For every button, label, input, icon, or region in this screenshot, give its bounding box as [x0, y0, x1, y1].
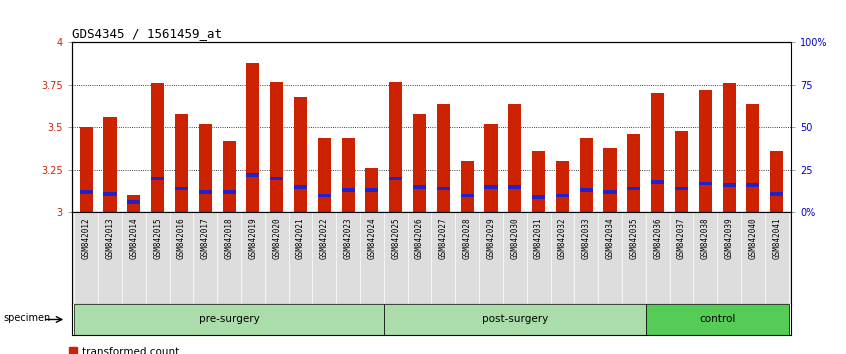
- Text: GSM842039: GSM842039: [725, 217, 733, 259]
- Bar: [199, 190, 212, 194]
- Bar: [246, 173, 260, 177]
- Text: GSM842041: GSM842041: [772, 217, 781, 259]
- Bar: [556, 161, 569, 212]
- Bar: [365, 168, 378, 212]
- Bar: [342, 138, 354, 212]
- Text: GSM842012: GSM842012: [82, 217, 91, 259]
- Bar: [556, 194, 569, 197]
- Bar: [580, 188, 593, 192]
- Bar: [651, 93, 664, 212]
- Bar: [413, 114, 426, 212]
- Text: GSM842022: GSM842022: [320, 217, 329, 259]
- Bar: [389, 177, 403, 180]
- Bar: [222, 190, 236, 194]
- Bar: [413, 185, 426, 189]
- Text: GSM842037: GSM842037: [677, 217, 686, 259]
- Text: GSM842036: GSM842036: [653, 217, 662, 259]
- Bar: [103, 192, 117, 195]
- Bar: [460, 161, 474, 212]
- Bar: [270, 177, 283, 180]
- Bar: [74, 304, 384, 335]
- Bar: [318, 194, 331, 197]
- Bar: [127, 195, 140, 212]
- Bar: [270, 81, 283, 212]
- Text: GSM842013: GSM842013: [106, 217, 114, 259]
- Bar: [508, 104, 521, 212]
- Bar: [675, 131, 688, 212]
- Bar: [746, 104, 760, 212]
- Bar: [342, 188, 354, 192]
- Bar: [175, 114, 188, 212]
- Bar: [222, 141, 236, 212]
- Bar: [508, 185, 521, 189]
- Bar: [627, 134, 640, 212]
- Bar: [294, 185, 307, 189]
- Bar: [103, 117, 117, 212]
- Bar: [627, 187, 640, 190]
- Bar: [770, 151, 783, 212]
- Text: GSM842015: GSM842015: [153, 217, 162, 259]
- Text: GSM842019: GSM842019: [249, 217, 257, 259]
- Legend: transformed count, percentile rank within the sample: transformed count, percentile rank withi…: [69, 347, 258, 354]
- Bar: [199, 124, 212, 212]
- Text: GSM842032: GSM842032: [558, 217, 567, 259]
- Bar: [603, 190, 617, 194]
- Bar: [485, 185, 497, 189]
- Bar: [532, 151, 545, 212]
- Bar: [151, 177, 164, 180]
- Text: GSM842025: GSM842025: [391, 217, 400, 259]
- Bar: [318, 138, 331, 212]
- Bar: [389, 81, 403, 212]
- Text: control: control: [699, 314, 735, 325]
- Bar: [175, 187, 188, 190]
- Bar: [437, 104, 450, 212]
- Bar: [485, 124, 497, 212]
- Text: GSM842017: GSM842017: [201, 217, 210, 259]
- Bar: [722, 183, 736, 187]
- Text: GSM842020: GSM842020: [272, 217, 281, 259]
- Bar: [384, 304, 645, 335]
- Text: GSM842027: GSM842027: [439, 217, 448, 259]
- Text: GSM842028: GSM842028: [463, 217, 472, 259]
- Text: specimen: specimen: [3, 313, 51, 323]
- Text: GSM842035: GSM842035: [629, 217, 639, 259]
- Text: GDS4345 / 1561459_at: GDS4345 / 1561459_at: [72, 27, 222, 40]
- Text: GSM842029: GSM842029: [486, 217, 496, 259]
- Bar: [246, 63, 260, 212]
- Text: GSM842014: GSM842014: [129, 217, 138, 259]
- Text: GSM842026: GSM842026: [415, 217, 424, 259]
- Bar: [127, 200, 140, 204]
- Bar: [80, 127, 93, 212]
- Bar: [699, 90, 711, 212]
- Text: GSM842030: GSM842030: [510, 217, 519, 259]
- Bar: [437, 187, 450, 190]
- Bar: [532, 195, 545, 199]
- Bar: [294, 97, 307, 212]
- Text: GSM842016: GSM842016: [177, 217, 186, 259]
- Text: GSM842033: GSM842033: [582, 217, 591, 259]
- Text: pre-surgery: pre-surgery: [199, 314, 260, 325]
- Text: GSM842023: GSM842023: [343, 217, 353, 259]
- Bar: [746, 183, 760, 187]
- Bar: [460, 194, 474, 197]
- Text: GSM842021: GSM842021: [296, 217, 305, 259]
- Bar: [603, 148, 617, 212]
- Text: GSM842040: GSM842040: [749, 217, 757, 259]
- Text: GSM842038: GSM842038: [700, 217, 710, 259]
- Bar: [675, 187, 688, 190]
- Bar: [580, 138, 593, 212]
- Bar: [645, 304, 788, 335]
- Bar: [151, 83, 164, 212]
- Bar: [699, 182, 711, 185]
- Text: post-surgery: post-surgery: [481, 314, 548, 325]
- Bar: [651, 180, 664, 184]
- Text: GSM842034: GSM842034: [606, 217, 614, 259]
- Text: GSM842024: GSM842024: [367, 217, 376, 259]
- Bar: [770, 192, 783, 195]
- Bar: [722, 83, 736, 212]
- Text: GSM842031: GSM842031: [534, 217, 543, 259]
- Bar: [80, 190, 93, 194]
- Bar: [365, 188, 378, 192]
- Text: GSM842018: GSM842018: [224, 217, 233, 259]
